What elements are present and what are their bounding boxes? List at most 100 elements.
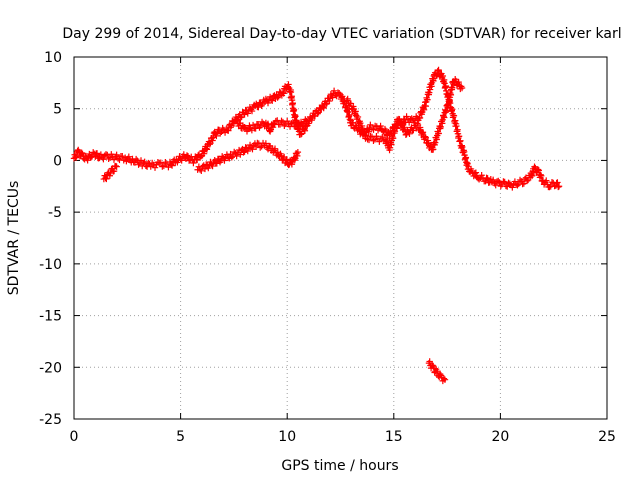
data-point (241, 124, 248, 131)
x-tick-label: 15 (385, 429, 403, 445)
data-point (523, 177, 531, 185)
data-point (424, 137, 432, 144)
data-point (408, 115, 415, 122)
data-point (535, 167, 542, 174)
data-point (439, 72, 447, 80)
data-point (180, 151, 187, 158)
data-point (201, 165, 209, 173)
data-point (203, 146, 211, 153)
data-point (421, 133, 429, 140)
data-point (105, 155, 112, 163)
x-tick-label: 5 (176, 429, 185, 445)
data-point (103, 175, 110, 183)
data-point (113, 163, 120, 170)
series-main (70, 66, 563, 191)
data-point (501, 178, 508, 186)
data-point (240, 149, 247, 156)
data-point (110, 167, 118, 175)
data-point (72, 153, 79, 161)
series-lower-band (194, 139, 302, 175)
data-point (249, 121, 257, 129)
data-point (151, 164, 159, 171)
data-point (285, 81, 292, 88)
x-tick-label: 10 (278, 429, 296, 445)
data-point (370, 126, 377, 133)
data-point (470, 172, 477, 180)
data-point (125, 153, 133, 160)
data-point (519, 180, 526, 188)
data-point (297, 131, 305, 138)
data-point (406, 130, 413, 138)
data-point (213, 160, 221, 167)
data-point (543, 177, 550, 184)
y-axis-label: SDTVAR / TECUs (6, 181, 22, 296)
data-point (272, 117, 280, 125)
data-point (183, 152, 191, 159)
data-point (371, 136, 379, 143)
y-tick-label: -15 (39, 309, 62, 325)
data-point (132, 155, 140, 163)
data-point (367, 133, 374, 140)
data-point (294, 148, 302, 156)
x-axis-label: GPS time / hours (281, 458, 398, 474)
data-point (168, 162, 176, 169)
data-point (435, 66, 442, 74)
data-point (303, 117, 310, 125)
data-point (268, 96, 275, 104)
data-point (264, 120, 272, 128)
y-tick-label: -20 (39, 360, 62, 376)
data-point (248, 107, 256, 115)
data-point (213, 132, 220, 140)
data-point (537, 171, 544, 178)
data-point (78, 149, 85, 157)
data-point (315, 109, 322, 116)
data-point (241, 111, 248, 118)
data-point (112, 162, 119, 170)
data-point (452, 117, 459, 124)
data-point (289, 118, 297, 126)
data-point (228, 154, 235, 161)
data-point (249, 146, 256, 153)
data-point (555, 183, 562, 191)
data-point (254, 139, 261, 147)
data-point (370, 137, 377, 144)
data-point (113, 151, 120, 159)
data-point (233, 116, 241, 123)
data-point (242, 144, 249, 151)
data-point (376, 138, 383, 145)
data-point (192, 153, 199, 160)
data-point (266, 127, 273, 134)
data-point (209, 137, 216, 144)
series-outlier-segment (425, 358, 449, 385)
data-point (436, 370, 444, 378)
data-point (106, 172, 114, 179)
data-point (514, 182, 521, 189)
plot-frame (73, 56, 608, 420)
data-points-layer (70, 66, 563, 385)
data-point (448, 84, 456, 91)
data-point (221, 157, 228, 164)
data-point (443, 107, 450, 115)
data-point (292, 123, 299, 130)
data-point (258, 143, 265, 150)
data-point (231, 148, 238, 156)
data-point (198, 167, 205, 175)
data-point (330, 87, 338, 95)
data-point (396, 116, 403, 123)
data-point (141, 158, 148, 165)
data-point (472, 169, 480, 176)
y-tick-label: -10 (39, 257, 62, 273)
data-point (287, 88, 295, 96)
y-tick-label: -25 (39, 412, 62, 428)
data-point (554, 179, 561, 186)
chart-title: Day 299 of 2014, Sidereal Day-to-day VTE… (62, 26, 621, 42)
data-point (190, 159, 197, 167)
data-point (308, 116, 315, 124)
data-point (484, 175, 491, 182)
data-point (237, 114, 244, 121)
data-point (211, 156, 218, 164)
data-point (102, 174, 109, 182)
data-point (252, 125, 259, 132)
data-point (492, 181, 499, 189)
